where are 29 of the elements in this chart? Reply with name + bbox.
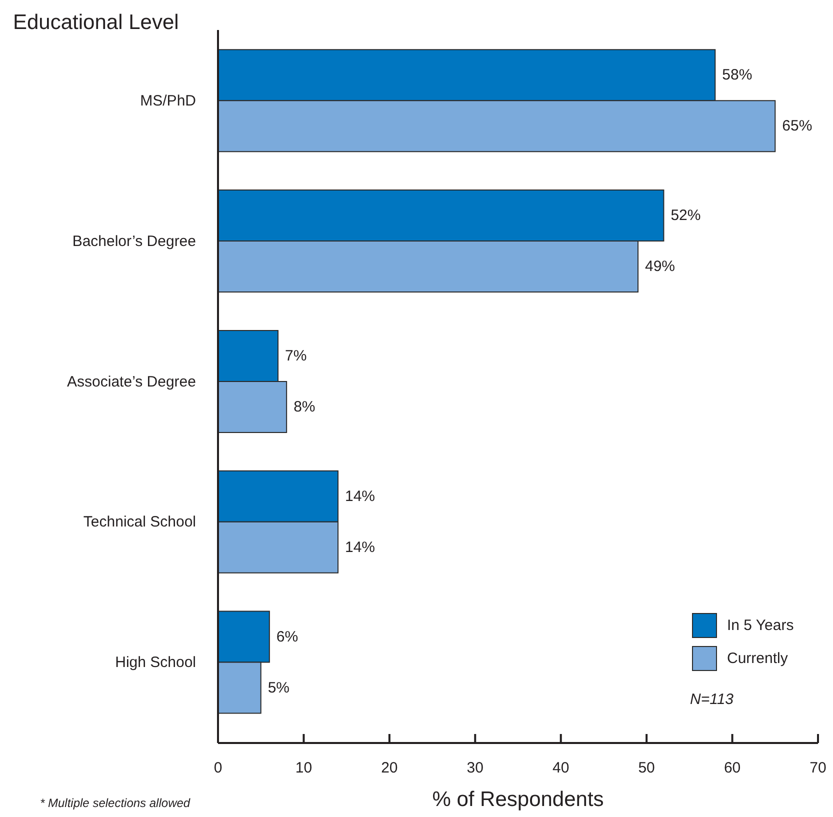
data-label: 14%: [345, 538, 376, 556]
y-tick-label: Bachelor’s Degree: [72, 232, 196, 250]
data-label: 7%: [285, 347, 307, 364]
x-tick-label: 20: [381, 760, 398, 776]
x-tick-label: 10: [295, 760, 312, 776]
data-label: 6%: [276, 628, 298, 646]
x-tick-label: 60: [724, 760, 741, 776]
legend-label: Currently: [727, 650, 788, 667]
y-tick-label: High School: [115, 654, 196, 672]
data-label: 65%: [782, 118, 812, 135]
x-tick-label: 0: [214, 760, 222, 776]
data-label: 14%: [345, 488, 376, 505]
y-axis-title: Educational Level: [13, 11, 179, 35]
x-axis-title: % of Respondents: [431, 788, 605, 812]
x-tick-label: 70: [810, 760, 826, 776]
data-label: 49%: [645, 258, 676, 276]
y-tick-label: MS/PhD: [140, 92, 196, 110]
data-label: 58%: [722, 66, 752, 84]
x-tick-label: 30: [466, 760, 484, 776]
annotation: N=113: [690, 691, 734, 708]
text: * Multiple selections allowed: [40, 796, 190, 810]
legend-label: In 5 Years: [727, 617, 794, 634]
x-tick-label: 50: [638, 760, 655, 776]
y-tick-label: Technical School: [83, 514, 196, 531]
data-label: 5%: [268, 679, 290, 696]
x-tick-label: 40: [552, 760, 570, 776]
y-tick-label: Associate’s Degree: [67, 373, 196, 390]
data-label: 52%: [670, 207, 701, 224]
data-label: 8%: [294, 398, 316, 416]
